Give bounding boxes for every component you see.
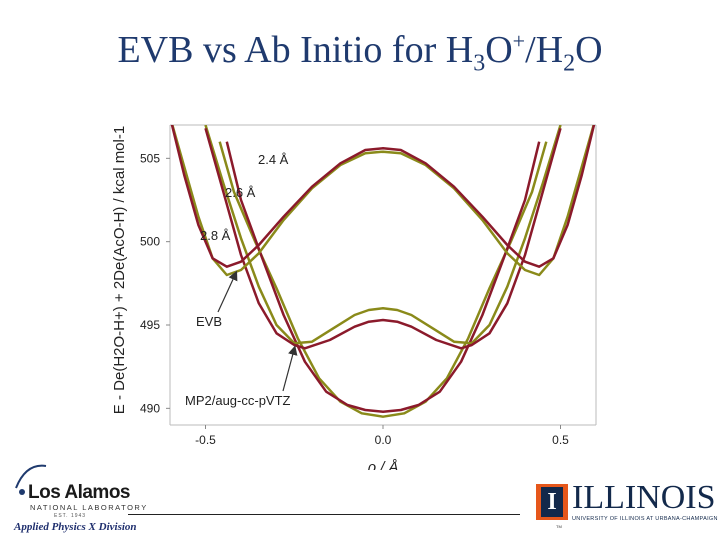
series-line-2 <box>204 125 562 345</box>
slide-title: EVB vs Ab Initio for H3O+/H2O <box>117 28 603 77</box>
lanl-logo <box>6 458 136 538</box>
uiuc-name: ILLINOIS <box>572 479 716 516</box>
ticks-layer: -0.5 0.0 0.5 490 495 500 505 <box>140 151 569 447</box>
y-tick-label: 495 <box>140 318 160 332</box>
uiuc-i-logo: I <box>541 487 563 517</box>
y-axis-label: E - De(H2O-H+) + 2De(AcO-H) / kcal mol-1 <box>111 126 128 414</box>
lanl-subtitle: NATIONAL LABORATORY <box>30 503 148 512</box>
annotation-2.6: 2.6 Å <box>225 185 256 200</box>
y-tick-label: 490 <box>140 401 160 415</box>
uiuc-trademark: TM <box>556 524 562 529</box>
series-line-1 <box>225 141 541 413</box>
annotation-evb: EVB <box>196 314 222 329</box>
lanl-swoosh-icon <box>15 464 47 489</box>
x-tick-label: -0.5 <box>195 433 216 447</box>
series-line-0 <box>218 141 548 418</box>
annotation-mp2: MP2/aug-cc-pVTZ <box>185 393 291 408</box>
evb-arrow <box>217 270 238 313</box>
y-tick-label: 505 <box>140 151 160 165</box>
y-tick-label: 500 <box>140 235 160 249</box>
annotation-2.4: 2.4 Å <box>258 152 289 167</box>
x-tick-label: 0.0 <box>375 433 392 447</box>
plot-frame <box>169 124 597 426</box>
x-tick-label: 0.5 <box>552 433 569 447</box>
series-line-3 <box>204 127 562 350</box>
lanl-dot-icon <box>19 489 25 495</box>
mp2-arrow <box>282 345 298 392</box>
uiuc-subtitle: UNIVERSITY OF ILLINOIS AT URBANA-CHAMPAI… <box>572 516 718 522</box>
series-line-5 <box>170 125 596 268</box>
annotation-2.8: 2.8 Å <box>200 228 231 243</box>
lanl-name: Los Alamos <box>28 482 131 503</box>
lanl-est: EST. 1943 <box>54 513 87 519</box>
lanl-division: Applied Physics X Division <box>14 521 137 533</box>
series-line-4 <box>171 125 595 277</box>
footer-rule <box>128 514 520 515</box>
energy-chart: -0.5 0.0 0.5 490 495 500 505 ρ / Å E - De(H2O-… <box>111 124 597 470</box>
x-axis-label: ρ / Å <box>366 459 398 470</box>
series-layer <box>170 125 596 418</box>
